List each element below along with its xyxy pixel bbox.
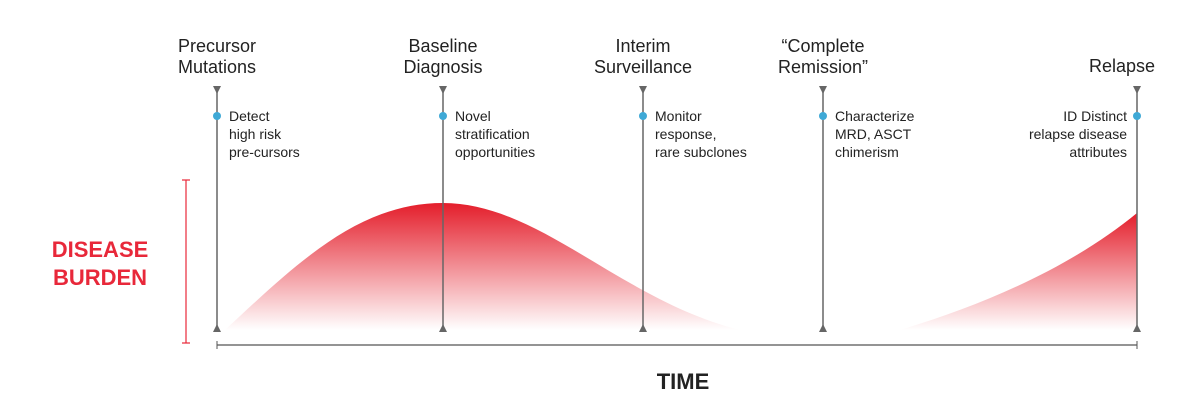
stage-label: Precursor bbox=[178, 36, 256, 56]
stage-description: Monitor bbox=[655, 108, 702, 124]
stage-description: ID Distinct bbox=[1063, 108, 1127, 124]
stage-label: Remission” bbox=[778, 57, 868, 77]
y-axis-label: DISEASE bbox=[52, 237, 149, 262]
stage-label: Baseline bbox=[408, 36, 477, 56]
stage-description: stratification bbox=[455, 126, 530, 142]
stage-label: Mutations bbox=[178, 57, 256, 77]
marker-top bbox=[213, 86, 221, 94]
stage-description: relapse disease bbox=[1029, 126, 1127, 142]
marker-top bbox=[1133, 86, 1141, 94]
marker-bottom bbox=[439, 324, 447, 332]
relapse-curve bbox=[900, 213, 1137, 330]
stage-description: high risk bbox=[229, 126, 282, 142]
stage-label: Interim bbox=[615, 36, 670, 56]
stage-description: rare subclones bbox=[655, 144, 747, 160]
stage-label: Diagnosis bbox=[403, 57, 482, 77]
stage-label: “Complete bbox=[781, 36, 864, 56]
stage-description: opportunities bbox=[455, 144, 535, 160]
marker-top bbox=[439, 86, 447, 94]
x-axis-label: TIME bbox=[657, 369, 710, 394]
dot bbox=[439, 112, 447, 120]
dot bbox=[213, 112, 221, 120]
stage-label: Surveillance bbox=[594, 57, 692, 77]
stage-label: Relapse bbox=[1089, 56, 1155, 76]
y-axis-label: BURDEN bbox=[53, 265, 147, 290]
stage-description: Novel bbox=[455, 108, 491, 124]
marker-bottom bbox=[819, 324, 827, 332]
stage-description: Detect bbox=[229, 108, 270, 124]
burden-curve bbox=[225, 203, 740, 330]
stage-description: Characterize bbox=[835, 108, 915, 124]
stage-description: attributes bbox=[1069, 144, 1127, 160]
stage-description: MRD, ASCT bbox=[835, 126, 912, 142]
marker-bottom bbox=[1133, 324, 1141, 332]
marker-bottom bbox=[639, 324, 647, 332]
dot bbox=[819, 112, 827, 120]
marker-top bbox=[819, 86, 827, 94]
dot bbox=[1133, 112, 1141, 120]
stage-description: chimerism bbox=[835, 144, 899, 160]
marker-bottom bbox=[213, 324, 221, 332]
stage-description: pre-cursors bbox=[229, 144, 300, 160]
marker-top bbox=[639, 86, 647, 94]
stage-description: response, bbox=[655, 126, 716, 142]
dot bbox=[639, 112, 647, 120]
